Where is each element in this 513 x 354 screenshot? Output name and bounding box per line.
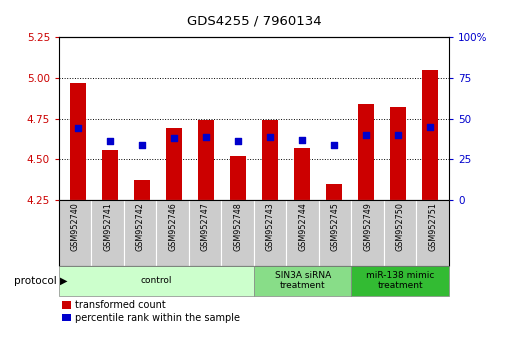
Bar (326, 184, 342, 200)
Bar (319, 200, 351, 266)
Text: GDS4255 / 7960134: GDS4255 / 7960134 (187, 14, 321, 27)
Bar (384, 200, 417, 266)
Text: GSM952744: GSM952744 (298, 202, 307, 251)
Bar (417, 200, 449, 266)
Text: GSM952748: GSM952748 (233, 202, 242, 251)
Text: GSM952746: GSM952746 (168, 202, 177, 251)
Bar (102, 149, 118, 200)
Text: GSM952749: GSM952749 (363, 202, 372, 251)
Bar (189, 200, 222, 266)
Text: miR-138 mimic
treatment: miR-138 mimic treatment (366, 271, 435, 290)
Text: GSM952751: GSM952751 (428, 202, 437, 251)
Bar (59, 200, 449, 266)
Text: GSM952745: GSM952745 (331, 202, 340, 251)
Bar (198, 120, 214, 200)
Point (330, 142, 338, 148)
Bar (134, 181, 150, 200)
Legend: transformed count, percentile rank within the sample: transformed count, percentile rank withi… (62, 301, 241, 323)
Bar (390, 107, 406, 200)
Bar (59, 200, 91, 266)
Point (202, 134, 210, 139)
Bar (351, 200, 384, 266)
Bar (254, 266, 351, 296)
Point (74, 126, 82, 131)
Text: GSM952743: GSM952743 (266, 202, 274, 251)
Text: GSM952741: GSM952741 (103, 202, 112, 251)
Point (362, 132, 370, 138)
Point (234, 138, 242, 144)
Bar (351, 266, 449, 296)
Bar (294, 148, 310, 200)
Point (426, 124, 434, 130)
Text: GSM952740: GSM952740 (71, 202, 80, 251)
Text: GSM952747: GSM952747 (201, 202, 210, 251)
Text: protocol: protocol (14, 275, 56, 286)
Text: control: control (141, 276, 172, 285)
Bar (286, 200, 319, 266)
Text: ▶: ▶ (60, 275, 68, 286)
Bar (70, 83, 86, 200)
Bar (254, 200, 286, 266)
Bar (262, 120, 278, 200)
Bar (422, 70, 438, 200)
Point (170, 135, 178, 141)
Bar (166, 129, 182, 200)
Text: GSM952742: GSM952742 (136, 202, 145, 251)
Bar (230, 156, 246, 200)
Bar (222, 200, 254, 266)
Bar (156, 200, 189, 266)
Point (393, 132, 402, 138)
Text: SIN3A siRNA
treatment: SIN3A siRNA treatment (274, 271, 331, 290)
Bar (59, 266, 254, 296)
Bar (91, 200, 124, 266)
Bar (358, 104, 374, 200)
Point (298, 137, 306, 143)
Point (266, 134, 274, 139)
Bar (124, 200, 156, 266)
Text: GSM952750: GSM952750 (396, 202, 405, 251)
Point (106, 138, 114, 144)
Point (138, 142, 146, 148)
